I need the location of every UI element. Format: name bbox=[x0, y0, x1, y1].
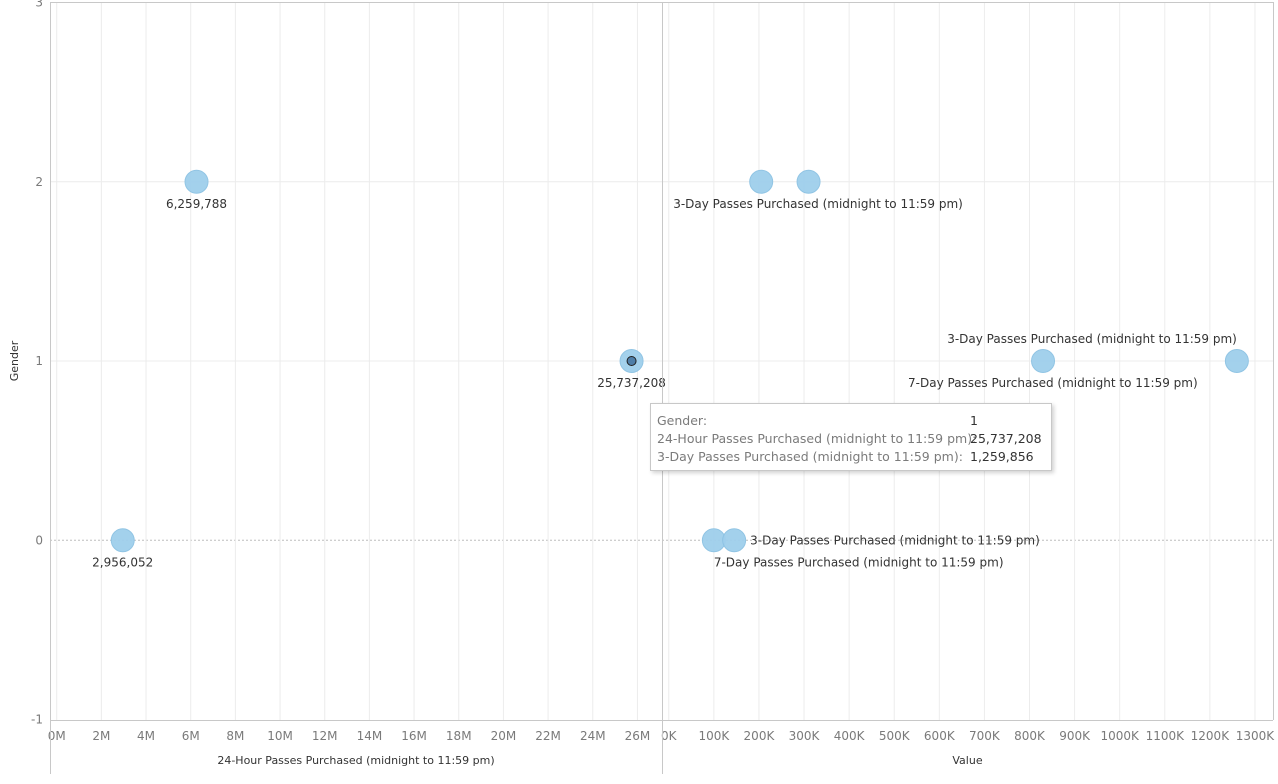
x-tick-label: 1300K bbox=[1236, 729, 1276, 743]
x-tick-label: 0M bbox=[48, 729, 66, 743]
x-tick-label: 18M bbox=[446, 729, 472, 743]
x-tick-label: 600K bbox=[924, 729, 956, 743]
tooltip-row-24h: 24-Hour Passes Purchased (midnight to 11… bbox=[657, 431, 1042, 447]
x-tick-label: 26M bbox=[625, 729, 651, 743]
tooltip-key: Gender: bbox=[657, 413, 708, 428]
y-tick-label: 3 bbox=[35, 0, 43, 10]
x-tick-label: 0K bbox=[661, 729, 678, 743]
x-tick-label: 24M bbox=[580, 729, 606, 743]
x-tick-label: 400K bbox=[834, 729, 866, 743]
tooltip-value: 25,737,208 bbox=[970, 431, 1042, 446]
tooltip-value: 1,259,856 bbox=[970, 449, 1034, 464]
data-point bbox=[796, 169, 821, 194]
x-tick-label: 12M bbox=[312, 729, 338, 743]
y-tick-label: 0 bbox=[35, 533, 43, 547]
data-label: 2,956,052 bbox=[92, 555, 153, 569]
data-label: 7-Day Passes Purchased (midnight to 11:5… bbox=[908, 376, 1198, 390]
x-tick-label: 800K bbox=[1014, 729, 1046, 743]
data-point bbox=[1224, 349, 1249, 373]
y-tick-label: 2 bbox=[35, 175, 43, 189]
x-tick-label: 14M bbox=[357, 729, 383, 743]
data-point bbox=[701, 528, 726, 553]
x-tick-label: 1200K bbox=[1191, 729, 1231, 743]
x-axis-title: 24-Hour Passes Purchased (midnight to 11… bbox=[217, 754, 494, 767]
data-label: 6,259,788 bbox=[166, 197, 227, 211]
x-tick-label: 4M bbox=[137, 729, 155, 743]
x-axis-title: Value bbox=[952, 754, 982, 767]
x-tick-label: 700K bbox=[969, 729, 1001, 743]
y-axis-title: Gender bbox=[8, 340, 21, 381]
x-tick-label: 16M bbox=[401, 729, 427, 743]
data-label: 7-Day Passes Purchased (midnight to 11:5… bbox=[714, 555, 1004, 569]
y-tick-label: 1 bbox=[35, 354, 43, 368]
data-label: 3-Day Passes Purchased (midnight to 11:5… bbox=[750, 533, 1040, 547]
x-tick-label: 20M bbox=[491, 729, 517, 743]
x-tick-label: 2M bbox=[92, 729, 110, 743]
data-point bbox=[722, 528, 747, 553]
y-tick-label: -1 bbox=[31, 713, 43, 727]
x-tick-label: 900K bbox=[1059, 729, 1091, 743]
tooltip: Gender: 1 24-Hour Passes Purchased (midn… bbox=[650, 403, 1052, 471]
x-tick-label: 100K bbox=[698, 729, 730, 743]
data-point bbox=[1031, 349, 1056, 373]
tooltip-value: 1 bbox=[970, 413, 978, 428]
x-tick-label: 1100K bbox=[1146, 729, 1186, 743]
x-tick-label: 300K bbox=[789, 729, 821, 743]
x-tick-label: 200K bbox=[744, 729, 776, 743]
data-label: 3-Day Passes Purchased (midnight to 11:5… bbox=[673, 197, 963, 211]
tooltip-row-gender: Gender: 1 bbox=[657, 413, 978, 429]
x-tick-label: 22M bbox=[535, 729, 561, 743]
x-tick-label: 8M bbox=[226, 729, 244, 743]
x-tick-label: 500K bbox=[879, 729, 911, 743]
data-point bbox=[184, 169, 209, 194]
tooltip-row-3day: 3-Day Passes Purchased (midnight to 11:5… bbox=[657, 449, 1034, 465]
data-point bbox=[749, 169, 774, 194]
data-point bbox=[110, 528, 135, 553]
tooltip-key: 24-Hour Passes Purchased (midnight to 11… bbox=[657, 431, 977, 446]
tooltip-key: 3-Day Passes Purchased (midnight to 11:5… bbox=[657, 449, 963, 464]
x-tick-label: 10M bbox=[267, 729, 293, 743]
data-label: 3-Day Passes Purchased (midnight to 11:5… bbox=[947, 332, 1237, 346]
data-label: 25,737,208 bbox=[597, 376, 666, 390]
x-tick-label: 6M bbox=[182, 729, 200, 743]
selected-marker bbox=[626, 356, 637, 366]
x-tick-label: 1000K bbox=[1100, 729, 1140, 743]
